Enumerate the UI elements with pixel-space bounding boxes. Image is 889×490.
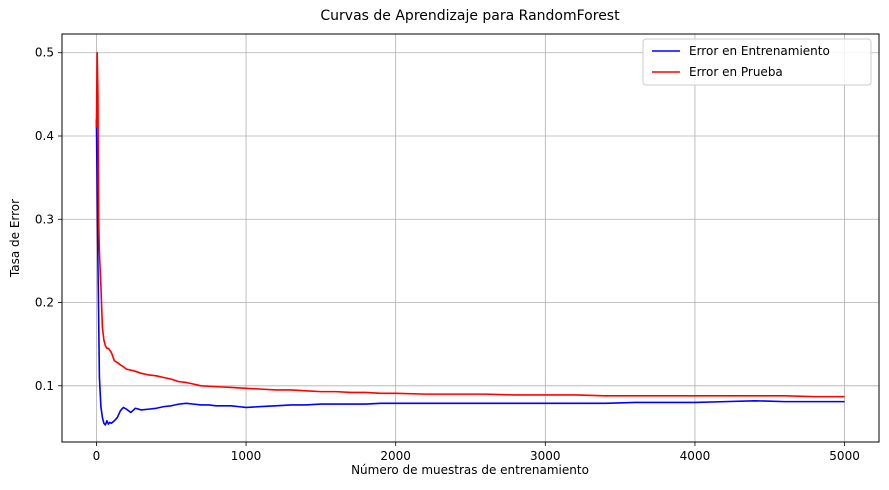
- y-tick-label: 0.3: [35, 212, 54, 226]
- y-axis-label: Tasa de Error: [8, 199, 22, 278]
- legend: Error en Entrenamiento Error en Prueba: [642, 38, 872, 86]
- plot-frame: [61, 33, 880, 443]
- series-line-test: [95, 51, 845, 398]
- x-tick-label: 0: [93, 449, 101, 463]
- y-tick-label: 0.1: [35, 379, 54, 393]
- x-tick-label: 1000: [231, 449, 262, 463]
- y-tick-label: 0.2: [35, 296, 54, 310]
- series-line-train: [95, 119, 845, 426]
- legend-label: Error en Entrenamiento: [689, 44, 830, 58]
- x-axis-label: Número de muestras de entrenamiento: [351, 463, 589, 477]
- grid-layer: [62, 34, 879, 442]
- x-tick-label: 4000: [680, 449, 711, 463]
- y-tick-label: 0.5: [35, 46, 54, 60]
- x-axis: 0 1000 2000 3000 4000 5000: [93, 442, 860, 463]
- x-tick-label: 5000: [829, 449, 860, 463]
- y-axis: 0.1 0.2 0.3 0.4 0.5: [35, 46, 62, 393]
- chart-title: Curvas de Aprendizaje para RandomForest: [320, 8, 620, 24]
- legend-label: Error en Prueba: [689, 65, 783, 79]
- x-tick-label: 3000: [530, 449, 561, 463]
- series-layer: [95, 51, 845, 426]
- x-tick-label: 2000: [380, 449, 411, 463]
- legend-box: [642, 38, 872, 86]
- y-tick-label: 0.4: [35, 129, 54, 143]
